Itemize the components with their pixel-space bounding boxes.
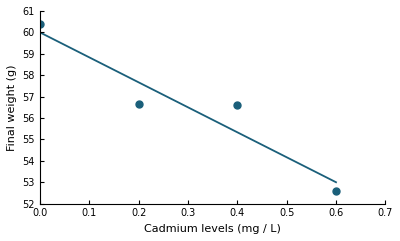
Point <box>37 22 43 26</box>
Point <box>333 189 339 193</box>
Y-axis label: Final weight (g): Final weight (g) <box>7 64 17 151</box>
X-axis label: Cadmium levels (mg / L): Cadmium levels (mg / L) <box>144 224 281 234</box>
Point <box>234 103 240 107</box>
Point <box>135 102 142 106</box>
